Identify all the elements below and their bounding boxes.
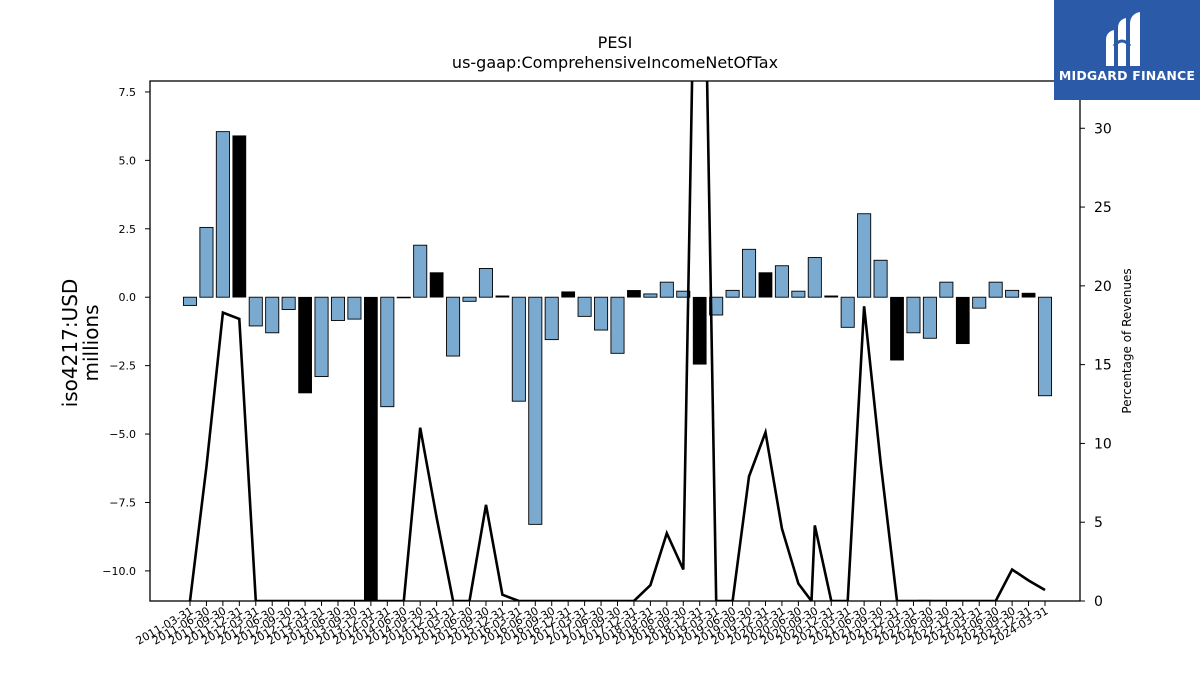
bar-2015-03-31: [446, 296, 461, 357]
chart-subtitle: us-gaap:ComprehensiveIncomeNetOfTax: [452, 53, 778, 72]
bar-2018-06-30: [659, 281, 674, 298]
y-tick-label: 7.5: [119, 86, 137, 99]
bar-2012-09-30: [281, 296, 296, 310]
bar-2011-09-30: [215, 131, 230, 298]
bar-2017-03-31: [577, 296, 592, 317]
bar-2014-03-31: [380, 296, 395, 408]
bar-2013-06-30: [330, 296, 345, 321]
bar-2014-12-31: [429, 272, 444, 298]
y2-tick-label: 0: [1094, 594, 1103, 610]
bar-2022-03-31: [906, 296, 921, 334]
bar-2017-09-30: [610, 296, 625, 354]
bar-2011-03-31: [182, 296, 198, 306]
logo-mark-icon: [1106, 12, 1140, 66]
bar-2021-12-31: [890, 296, 904, 361]
bar-2023-06-30: [988, 281, 1003, 298]
y-tick-label: −2.5: [109, 360, 136, 373]
bar-2023-12-31: [1021, 292, 1036, 298]
bar-2023-03-31: [972, 296, 987, 309]
bar-2017-06-30: [594, 296, 609, 331]
brand-name: MIDGARD FINANCE: [1058, 68, 1196, 83]
x-axis: 2011-03-312011-06-302011-09-302011-12-31…: [134, 601, 1051, 648]
bar-2014-06-30: [396, 296, 411, 299]
svg-text:Percentage of Revenues: Percentage of Revenues: [1120, 268, 1134, 413]
bar-2015-12-31: [495, 295, 510, 298]
bar-2012-12-31: [298, 296, 312, 394]
bar-2020-03-31: [774, 265, 789, 298]
bar-2020-06-30: [791, 290, 806, 298]
y2-tick-label: 10: [1094, 436, 1112, 452]
y2-tick-label: 15: [1094, 358, 1112, 374]
line-group: [188, 81, 1046, 601]
y2-tick-label: 20: [1094, 279, 1112, 295]
bar-2015-09-30: [478, 268, 493, 298]
bar-2019-06-30: [725, 289, 740, 298]
y-tick-label: 0.0: [119, 291, 137, 304]
bar-2016-12-31: [561, 291, 576, 298]
y2-tick-label: 25: [1094, 200, 1112, 216]
bar-2013-12-31: [363, 296, 378, 602]
y-tick-label: −7.5: [109, 496, 136, 509]
bar-2012-03-31: [248, 296, 263, 327]
line-segment-1: [333, 81, 813, 601]
bar-2013-03-31: [314, 296, 329, 378]
bar-2019-12-31: [758, 272, 773, 298]
chart-title: PESI: [598, 33, 633, 52]
bar-2012-06-30: [265, 296, 280, 334]
svg-text:iso4217:USDmillions: iso4217:USDmillions: [58, 279, 103, 408]
y-tick-label: 5.0: [119, 154, 137, 167]
line-segment-2: [810, 306, 917, 601]
y-tick-label: −10.0: [102, 565, 136, 578]
bar-2020-12-31: [824, 295, 839, 298]
bars-group: [182, 131, 1053, 602]
bar-2023-09-30: [1005, 289, 1020, 298]
y2-axis-label: Percentage of Revenues: [1120, 268, 1134, 413]
y-axis-left: 7.5 5.0 2.5 0.0 −2.5 −5.0 −7.5 −10.0: [102, 86, 150, 578]
brand-logo: MIDGARD FINANCE: [1054, 0, 1200, 100]
bar-2016-03-31: [511, 296, 526, 402]
bar-2016-09-30: [544, 296, 559, 341]
bar-2022-09-30: [939, 281, 954, 298]
bar-2022-12-31: [955, 296, 970, 345]
y2-tick-label: 30: [1094, 121, 1112, 137]
bar-2019-03-31: [709, 296, 724, 316]
bar-2022-06-30: [922, 296, 937, 339]
y-axis-right: 0 5 10 15 20 25 30: [1080, 121, 1112, 610]
plot-frame: [149, 80, 1081, 602]
bar-2016-06-30: [528, 296, 543, 525]
y-axis-label: iso4217:USDmillions: [58, 279, 103, 408]
bar-2021-06-30: [857, 213, 872, 298]
bar-2013-09-30: [347, 296, 362, 320]
bar-2014-09-30: [413, 244, 428, 298]
bar-2015-06-30: [462, 296, 477, 302]
y2-tick-label: 5: [1094, 515, 1103, 531]
bar-2021-03-31: [840, 296, 855, 328]
bar-2011-12-31: [232, 135, 247, 298]
y-tick-label: −5.0: [109, 428, 136, 441]
bar-2018-09-30: [676, 290, 691, 298]
bar-2020-09-30: [807, 257, 822, 298]
y-tick-label: 2.5: [119, 223, 137, 236]
bar-2018-12-31: [692, 296, 707, 365]
bar-2011-06-30: [199, 226, 214, 298]
bar-2018-03-31: [643, 293, 658, 298]
bar-2024-03-31: [1037, 296, 1053, 397]
line-segment-4: [931, 567, 1046, 601]
bar-2021-09-30: [873, 259, 888, 298]
line-segment-0: [188, 310, 333, 601]
bar-2017-12-31: [627, 290, 641, 298]
bar-2019-09-30: [742, 248, 757, 298]
